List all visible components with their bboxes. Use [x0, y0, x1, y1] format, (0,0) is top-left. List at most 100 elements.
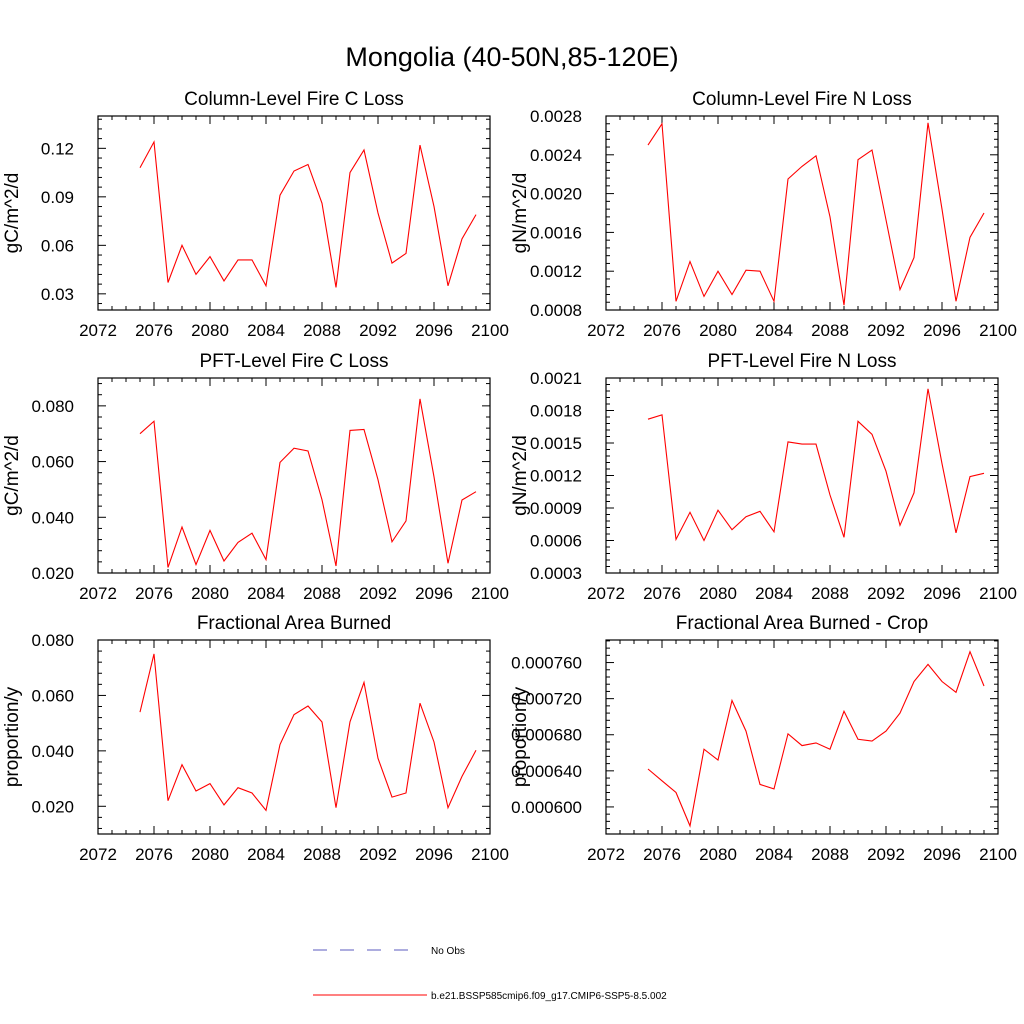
panel-3: PFT-Level Fire C Loss gC/m^2/d 2072 2076 208… [2, 351, 509, 603]
x-tick-label: 2072 [79, 584, 117, 603]
y-tick-label: 0.060 [31, 453, 74, 472]
y-axis-label: gN/m^2/d [510, 435, 531, 516]
x-tick-label: 2084 [755, 584, 793, 603]
series-line [139, 140, 477, 288]
y-axis-label: gC/m^2/d [2, 173, 23, 254]
x-tick-label: 2088 [303, 321, 341, 340]
x-tick-label: 2080 [699, 584, 737, 603]
x-tick-label: 2092 [867, 321, 905, 340]
x-tick-label: 2084 [755, 321, 793, 340]
panel-title: Column-Level Fire C Loss [184, 89, 404, 110]
x-tick-label: 2100 [979, 584, 1017, 603]
x-tick-label: 2088 [303, 584, 341, 603]
panel-title: Fractional Area Burned - Crop [676, 613, 928, 634]
x-tick-label: 2076 [643, 845, 681, 864]
y-tick-label: 0.080 [31, 631, 74, 650]
panel-4: PFT-Level Fire N Loss gN/m^2/d 2072 2076 208… [510, 351, 1017, 603]
x-tick-label: 2076 [643, 321, 681, 340]
x-tick-label: 2096 [923, 584, 961, 603]
x-tick-label: 2084 [247, 584, 285, 603]
x-tick-label: 2096 [923, 845, 961, 864]
y-tick-label: 0.0028 [530, 107, 582, 126]
y-axis-label: gC/m^2/d [2, 435, 23, 516]
y-tick-label: 0.000760 [511, 654, 582, 673]
plot-frame [97, 639, 491, 835]
x-tick-label: 2100 [471, 584, 509, 603]
x-tick-label: 2092 [867, 845, 905, 864]
y-tick-label: 0.0018 [530, 402, 582, 421]
x-tick-label: 2072 [587, 845, 625, 864]
x-tick-label: 2080 [191, 584, 229, 603]
plot-frame [605, 115, 999, 311]
y-tick-label: 0.0009 [530, 499, 582, 518]
x-tick-label: 2072 [587, 321, 625, 340]
y-tick-label: 0.080 [31, 397, 74, 416]
y-tick-label: 0.0015 [530, 434, 582, 453]
series-line [139, 653, 477, 812]
x-tick-label: 2088 [303, 845, 341, 864]
panel-2: Column-Level Fire N Loss gN/m^2/d 2072 2076… [510, 89, 1017, 340]
y-tick-label: 0.0012 [530, 262, 582, 281]
x-tick-label: 2088 [811, 321, 849, 340]
x-tick-label: 2088 [811, 584, 849, 603]
plot-frame [605, 639, 999, 835]
y-tick-label: 0.03 [41, 285, 74, 304]
x-tick-label: 2076 [135, 584, 173, 603]
x-tick-label: 2096 [415, 321, 453, 340]
x-tick-label: 2092 [359, 584, 397, 603]
legend: No Obs b.e21.BSSP585cmip6.f09_g17.CMIP6-… [313, 946, 667, 1002]
x-tick-label: 2100 [471, 321, 509, 340]
plot-frame [97, 115, 491, 311]
x-tick-label: 2080 [699, 845, 737, 864]
x-tick-label: 2096 [415, 584, 453, 603]
legend-model-label: b.e21.BSSP585cmip6.f09_g17.CMIP6-SSP5-8.… [431, 991, 667, 1002]
x-tick-label: 2080 [699, 321, 737, 340]
x-tick-label: 2092 [359, 321, 397, 340]
panel-1: Column-Level Fire C Loss gC/m^2/d 2072 2076… [2, 89, 509, 340]
legend-obs-label: No Obs [431, 946, 465, 957]
x-tick-label: 2072 [587, 584, 625, 603]
y-tick-label: 0.06 [41, 236, 74, 255]
x-tick-label: 2100 [979, 845, 1017, 864]
x-tick-label: 2076 [643, 584, 681, 603]
series-line [647, 650, 985, 828]
y-tick-label: 0.0003 [530, 564, 582, 583]
y-tick-label: 0.020 [31, 564, 74, 583]
y-tick-label: 0.000720 [511, 690, 582, 709]
y-tick-label: 0.09 [41, 188, 74, 207]
x-tick-label: 2072 [79, 321, 117, 340]
x-tick-label: 2080 [191, 321, 229, 340]
x-tick-label: 2076 [135, 845, 173, 864]
series-line [647, 388, 985, 542]
x-tick-label: 2092 [359, 845, 397, 864]
panel-title: Fractional Area Burned [197, 613, 391, 634]
x-tick-label: 2092 [867, 584, 905, 603]
y-tick-label: 0.0020 [530, 185, 582, 204]
y-tick-label: 0.020 [31, 797, 74, 816]
x-tick-label: 2096 [923, 321, 961, 340]
y-tick-label: 0.12 [41, 139, 74, 158]
y-axis-label: proportion/y [2, 686, 23, 787]
x-tick-label: 2100 [979, 321, 1017, 340]
panel-title: Column-Level Fire N Loss [692, 89, 912, 110]
y-tick-label: 0.0021 [530, 369, 582, 388]
y-tick-label: 0.040 [31, 508, 74, 527]
x-tick-label: 2088 [811, 845, 849, 864]
y-tick-label: 0.060 [31, 686, 74, 705]
y-tick-label: 0.0012 [530, 467, 582, 486]
y-tick-label: 0.0016 [530, 223, 582, 242]
y-axis-label: gN/m^2/d [510, 173, 531, 254]
y-tick-label: 0.040 [31, 742, 74, 761]
plot-frame [97, 377, 491, 574]
y-tick-label: 0.0006 [530, 532, 582, 551]
panel-title: PFT-Level Fire N Loss [708, 351, 897, 372]
series-line [647, 122, 985, 306]
panel-title: PFT-Level Fire C Loss [200, 351, 389, 372]
x-tick-label: 2084 [247, 321, 285, 340]
figure-title: Mongolia (40-50N,85-120E) [345, 42, 678, 72]
plot-frame [605, 377, 999, 574]
x-tick-label: 2076 [135, 321, 173, 340]
y-tick-label: 0.000680 [511, 726, 582, 745]
x-tick-label: 2096 [415, 845, 453, 864]
